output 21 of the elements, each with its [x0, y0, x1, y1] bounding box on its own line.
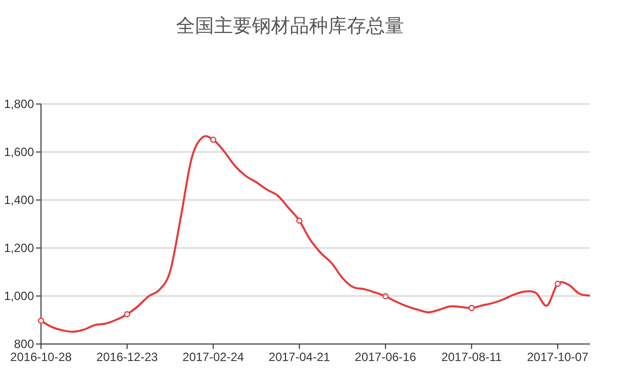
point — [296, 218, 302, 224]
y-tick-label: 1,200 — [4, 241, 34, 255]
x-tick-label: 2016-12-23 — [96, 350, 158, 364]
x-tick-label: 2016-10-28 — [10, 350, 72, 364]
point — [382, 293, 389, 300]
y-tick-label: 1,000 — [4, 289, 34, 303]
point — [38, 318, 44, 324]
point — [124, 311, 130, 318]
x-tick-label: 2017-04-21 — [268, 350, 330, 364]
x-tick-label: 2017-02-24 — [182, 350, 244, 364]
y-tick-label: 800 — [14, 337, 34, 351]
point — [554, 280, 561, 287]
y-tick-label: 1,600 — [4, 145, 34, 159]
x-tick-label: 2017-10-07 — [527, 350, 589, 364]
y-tick-label: 1,400 — [4, 193, 34, 207]
chart-title: 全国主要钢材品种库存总量 — [176, 15, 404, 37]
x-tick-label: 2017-06-16 — [354, 350, 416, 364]
point — [210, 136, 216, 143]
y-tick-label: 1,800 — [4, 97, 34, 111]
x-tick-label: 2017-08-11 — [441, 350, 502, 364]
point — [468, 304, 475, 312]
